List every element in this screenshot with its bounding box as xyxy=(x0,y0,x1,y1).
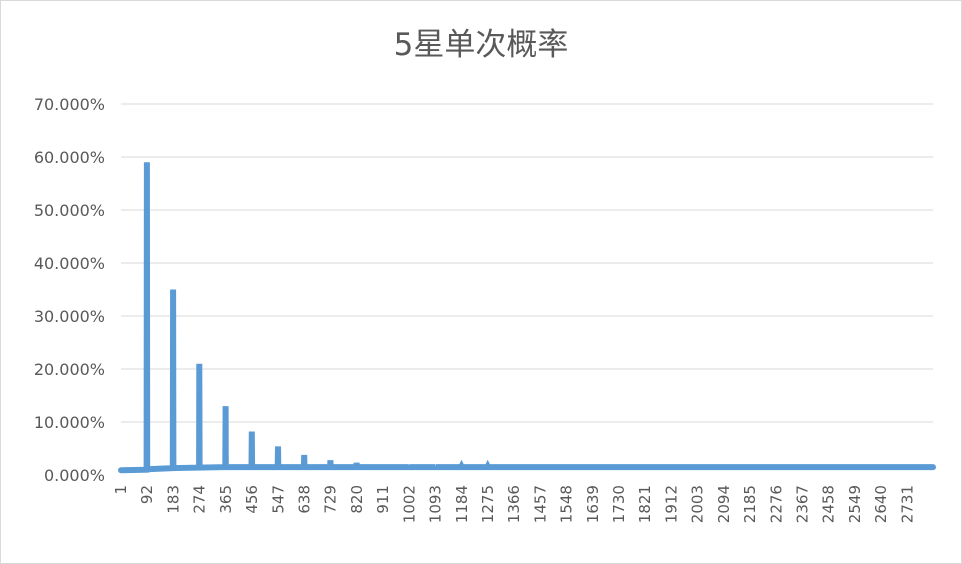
series-layer xyxy=(118,162,936,474)
chart-title: 5星单次概率 xyxy=(393,27,569,63)
series-line xyxy=(118,162,936,474)
x-tick-label: 638 xyxy=(295,485,313,514)
x-tick-label: 547 xyxy=(269,485,287,514)
y-tick-label: 50.000% xyxy=(34,201,105,220)
x-tick-label: 1002 xyxy=(400,485,418,523)
y-tick-label: 0.000% xyxy=(44,466,105,485)
x-tick-label: 1730 xyxy=(610,485,628,523)
y-tick-label: 60.000% xyxy=(34,148,105,167)
x-tick-label: 1912 xyxy=(662,485,680,523)
x-tick-label: 1457 xyxy=(531,485,549,523)
x-tick-label: 1275 xyxy=(479,485,497,523)
x-tick-label: 456 xyxy=(243,485,261,514)
x-tick-label: 183 xyxy=(164,485,182,514)
x-tick-label: 2367 xyxy=(794,485,812,523)
x-tick-label: 2640 xyxy=(872,485,890,523)
x-tick-label: 1639 xyxy=(584,485,602,523)
x-tick-label: 1548 xyxy=(558,485,576,523)
x-tick-label: 911 xyxy=(374,485,392,514)
x-tick-label: 2276 xyxy=(767,485,785,523)
gridlines xyxy=(121,103,933,423)
x-tick-label: 1366 xyxy=(505,485,523,523)
x-tick-label: 2003 xyxy=(689,485,707,523)
x-tick-label: 1093 xyxy=(427,485,445,523)
y-axis-ticks: 0.000% 10.000% 20.000% 30.000% 40.000% 50.000… xyxy=(34,95,105,485)
x-tick-label: 1 xyxy=(112,485,130,495)
x-axis-ticks: 1 92 183 274 365 456 547 638 729 820 911 1002 1093 11… xyxy=(112,485,916,523)
x-tick-label: 2185 xyxy=(741,485,759,523)
y-tick-label: 20.000% xyxy=(34,360,105,379)
x-tick-label: 2094 xyxy=(715,485,733,523)
y-tick-label: 70.000% xyxy=(34,95,105,114)
x-tick-label: 2458 xyxy=(820,485,838,523)
x-tick-label: 2549 xyxy=(846,485,864,523)
x-tick-label: 1184 xyxy=(453,485,471,523)
x-tick-label: 365 xyxy=(217,485,235,514)
x-tick-label: 820 xyxy=(348,485,366,514)
x-tick-label: 1821 xyxy=(636,485,654,523)
y-tick-label: 40.000% xyxy=(34,254,105,273)
x-tick-label: 2731 xyxy=(898,485,916,523)
x-tick-label: 729 xyxy=(322,485,340,514)
y-tick-label: 30.000% xyxy=(34,307,105,326)
x-tick-label: 274 xyxy=(191,485,209,514)
x-tick-label: 92 xyxy=(138,485,156,504)
y-tick-label: 10.000% xyxy=(34,413,105,432)
